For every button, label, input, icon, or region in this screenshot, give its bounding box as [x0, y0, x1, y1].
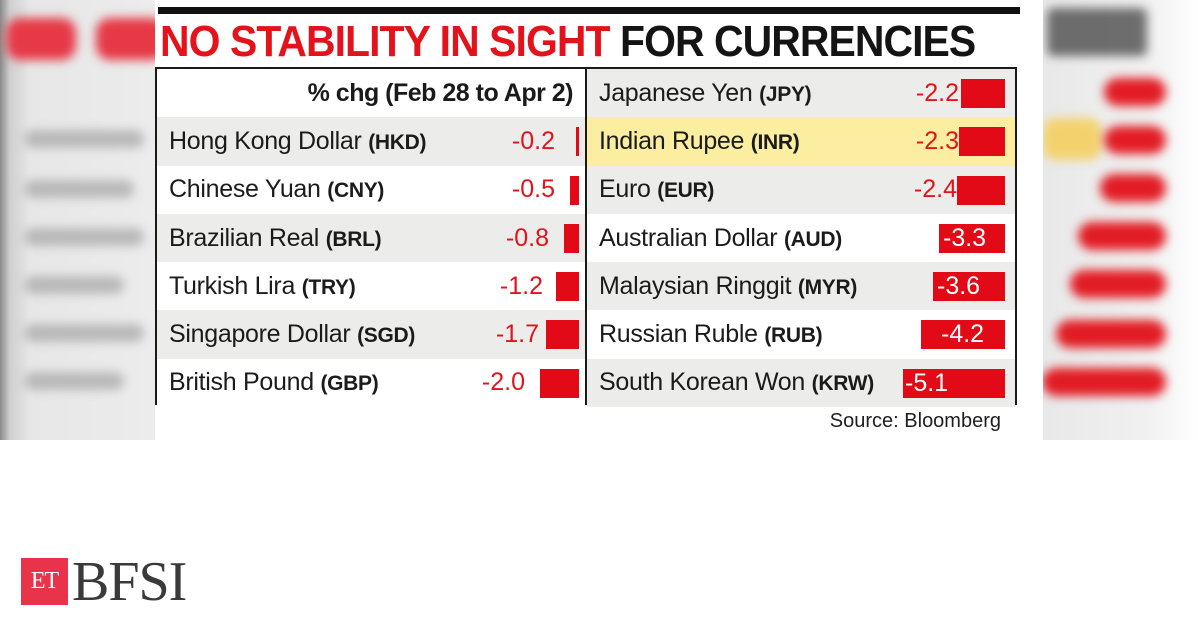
table-row: Malaysian Ringgit (MYR) -3.6: [587, 262, 1015, 311]
value-bar: [570, 175, 579, 205]
change-value: -2.3: [915, 126, 959, 155]
logo-bfsi-text: BFSI: [72, 551, 187, 613]
currency-code: (RUB): [764, 324, 823, 348]
value-bar-labeled: -5.1: [903, 368, 1005, 398]
currency-name: Indian Rupee (INR): [599, 126, 800, 155]
value-bar: [540, 368, 579, 398]
currency-code: (EUR): [657, 179, 715, 203]
title-black-part: FOR CURRENCIES: [620, 17, 976, 66]
currency-name: Euro (EUR): [599, 175, 715, 204]
currency-name: Singapore Dollar (SGD): [169, 320, 416, 349]
currency-code: (BRL): [325, 227, 382, 251]
table-row: Brazilian Real (BRL) -0.8: [157, 213, 585, 263]
currency-name: South Korean Won (KRW): [599, 368, 874, 397]
currency-name: Russian Ruble (RUB): [599, 320, 823, 349]
currency-code: (TRY): [301, 275, 356, 299]
logo-et-mark: ET: [21, 558, 68, 605]
table-row: Japanese Yen (JPY) -2.2: [587, 69, 1015, 118]
value-bar: [546, 320, 579, 350]
table-row: Turkish Lira (TRY) -1.2: [157, 262, 585, 311]
blurred-background-right: [1042, 0, 1198, 440]
blurred-row: [24, 228, 144, 246]
left-column: % chg (Feb 28 to Apr 2) Hong Kong Dollar…: [157, 69, 587, 408]
change-value: -0.2: [511, 126, 555, 155]
blurred-bar: [1078, 222, 1166, 250]
blurred-bar: [1056, 320, 1166, 348]
right-column: Japanese Yen (JPY) -2.2 Indian Rupee (IN…: [587, 69, 1015, 408]
currency-name: British Pound (GBP): [169, 368, 379, 397]
title-red-part: NO STABILITY IN SIGHT: [160, 17, 610, 66]
currency-table: % chg (Feb 28 to Apr 2) Hong Kong Dollar…: [155, 67, 1017, 408]
table-row: Hong Kong Dollar (HKD) -0.2: [157, 117, 585, 166]
source-note: Source: Bloomberg: [829, 410, 1001, 432]
top-rule: [158, 7, 1020, 14]
currency-code: (MYR): [797, 275, 858, 299]
change-value: -2.2: [915, 78, 959, 107]
blurred-row: [24, 180, 134, 198]
currency-code: (KRW): [811, 372, 875, 396]
change-value: -1.2: [499, 271, 543, 300]
value-bar: [556, 272, 579, 302]
change-value: -1.7: [495, 320, 539, 349]
currency-name: Japanese Yen (JPY): [599, 78, 812, 107]
value-bar-labeled: -4.2: [921, 320, 1005, 350]
currency-code: (INR): [750, 130, 800, 154]
table-row: Euro (EUR) -2.4: [587, 165, 1015, 214]
blurred-row: [24, 324, 144, 342]
table-row: Russian Ruble (RUB) -4.2: [587, 310, 1015, 359]
currency-name: Hong Kong Dollar (HKD): [169, 126, 427, 155]
currency-code: (SGD): [357, 324, 416, 348]
table-row: Singapore Dollar (SGD) -1.7: [157, 310, 585, 359]
currency-code: (CNY): [327, 179, 385, 203]
table-row: Australian Dollar (AUD) -3.3: [587, 213, 1015, 263]
change-value: -0.8: [505, 223, 549, 252]
blurred-bar: [1070, 270, 1166, 298]
blurred-title-fragment: [96, 18, 156, 60]
currency-name: Turkish Lira (TRY): [169, 271, 356, 300]
blurred-highlight: [1042, 118, 1102, 160]
currency-name: Brazilian Real (BRL): [169, 223, 382, 252]
blurred-bar: [1104, 78, 1166, 106]
blurred-bar: [1104, 126, 1166, 154]
currency-name: Malaysian Ringgit (MYR): [599, 271, 858, 300]
change-value: -2.0: [481, 368, 525, 397]
value-bar: [564, 223, 579, 253]
currency-code: (AUD): [783, 227, 842, 251]
value-bar: [959, 127, 1005, 157]
table-row: British Pound (GBP) -2.0: [157, 358, 585, 408]
currency-code: (HKD): [368, 130, 427, 154]
value-bar: [961, 79, 1005, 108]
change-value: -2.4: [913, 175, 957, 204]
currency-name: Chinese Yuan (CNY): [169, 175, 385, 204]
blurred-row: [24, 276, 124, 294]
et-bfsi-logo[interactable]: ET BFSI: [21, 551, 187, 613]
value-bar-labeled: -3.6: [933, 272, 1005, 302]
chart-title: NO STABILITY IN SIGHT FOR CURRENCIES: [160, 17, 976, 66]
table-row: Chinese Yuan (CNY) -0.5: [157, 165, 585, 214]
currency-name: Australian Dollar (AUD): [599, 223, 842, 252]
table-header: % chg (Feb 28 to Apr 2): [157, 69, 585, 118]
blurred-row: [24, 372, 124, 390]
blurred-bar: [1100, 174, 1166, 202]
blurred-bar: [1042, 368, 1166, 396]
change-value: -0.5: [511, 175, 555, 204]
currency-infographic: NO STABILITY IN SIGHT FOR CURRENCIES % c…: [155, 0, 1043, 445]
value-bar-labeled: -3.3: [939, 223, 1005, 253]
currency-code: (JPY): [759, 82, 812, 106]
currency-code: (GBP): [320, 372, 379, 396]
blurred-title-fragment: [1047, 8, 1147, 56]
value-bar: [576, 127, 579, 157]
blurred-row: [24, 130, 144, 148]
table-row: South Korean Won (KRW) -5.1: [587, 358, 1015, 408]
header-label: % chg (Feb 28 to Apr 2): [307, 78, 574, 107]
table-row-highlighted: Indian Rupee (INR) -2.3: [587, 117, 1015, 166]
blurred-background-left: [0, 0, 156, 440]
blurred-title-fragment: [6, 18, 76, 60]
value-bar: [957, 175, 1005, 205]
